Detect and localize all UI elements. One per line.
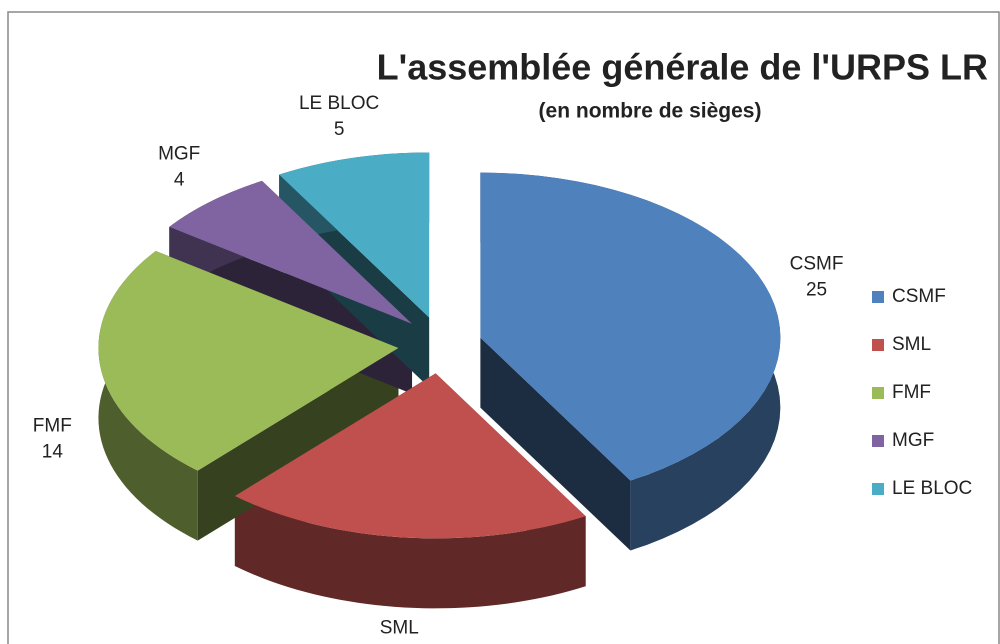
- legend-swatch: [872, 435, 884, 447]
- slice-wall: [480, 337, 631, 551]
- data-label-value: 4: [174, 170, 185, 191]
- slice-side: [234, 495, 586, 609]
- pie-slice: [234, 373, 586, 539]
- legend-label: SML: [892, 334, 931, 355]
- pie-slice: [98, 250, 399, 471]
- chart-subtitle: (en nombre de sièges): [539, 100, 762, 123]
- data-label-value: 25: [806, 279, 827, 300]
- data-label-name: LE BLOC: [299, 93, 379, 114]
- legend-label: LE BLOC: [892, 478, 972, 499]
- pie-slice: [480, 172, 781, 481]
- legend-swatch: [872, 483, 884, 495]
- legend-swatch: [872, 387, 884, 399]
- legend-swatch: [872, 339, 884, 351]
- chart-title: L'assemblée générale de l'URPS LR: [377, 47, 988, 88]
- legend-label: MGF: [892, 430, 934, 451]
- pie-slice: [279, 152, 430, 318]
- legend-label: CSMF: [892, 286, 946, 307]
- legend-swatch: [872, 291, 884, 303]
- data-label-name: SML: [380, 617, 419, 638]
- data-label-name: CSMF: [790, 253, 844, 274]
- slice-tops: [98, 152, 781, 539]
- data-label-name: MGF: [158, 144, 200, 165]
- legend-label: FMF: [892, 382, 931, 403]
- data-label-name: FMF: [33, 416, 72, 437]
- data-label-value: 14: [42, 442, 64, 463]
- pie-slice: [169, 180, 413, 324]
- data-label-value: 5: [334, 119, 345, 140]
